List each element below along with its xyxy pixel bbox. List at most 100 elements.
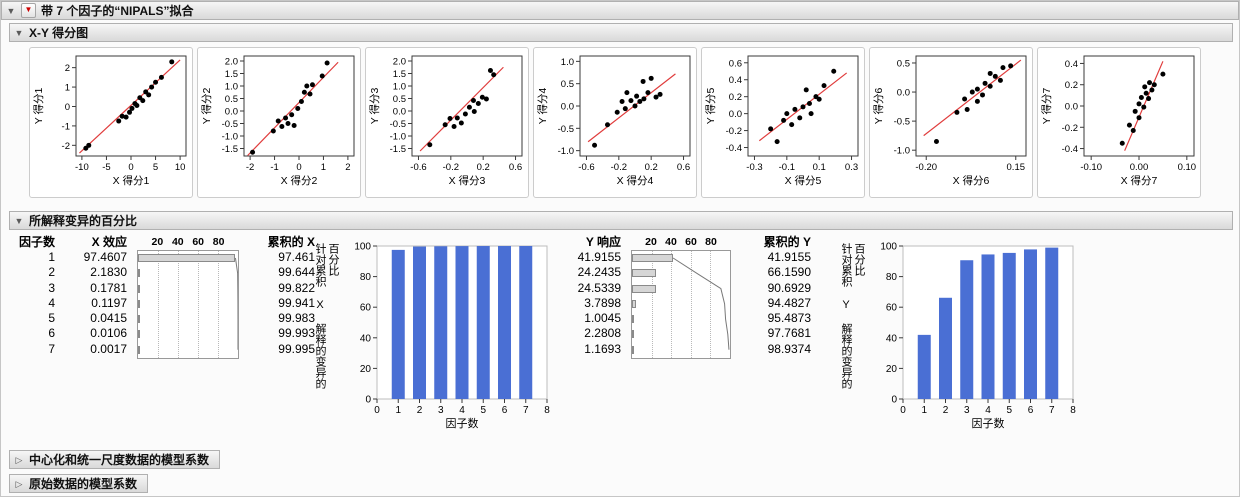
svg-text:1.0: 1.0 [393,82,406,93]
mini-gridline [218,251,219,358]
svg-text:X 得分7: X 得分7 [1121,175,1158,187]
score-plot-panel-3[interactable]: -1.5 -1.0 -0.5 0.0 0.5 1.0 1.5 2.0 -0.6 -0.2 0.2 0.… [365,47,529,198]
svg-text:0: 0 [374,405,380,416]
svg-text:8: 8 [544,405,550,416]
svg-text:-1.0: -1.0 [894,146,910,157]
col-header-factors: 因子数 [18,235,55,249]
svg-text:0.4: 0.4 [1065,59,1078,70]
score-plot-5[interactable]: -0.4 -0.2 0.0 0.2 0.4 0.6 -0.3 -0.1 0.1 0.3 X 得分5 Y… [703,49,863,191]
svg-text:-0.3: -0.3 [746,162,762,173]
disclosure-closed-icon[interactable]: ▷ [15,478,23,489]
x-effect-mini-chart[interactable] [137,250,239,359]
cumulative-line [632,251,730,358]
svg-text:1: 1 [921,405,927,416]
y-resp-mini-chart[interactable] [631,250,731,359]
svg-text:0.0: 0.0 [1065,102,1078,113]
svg-text:Y 得分6: Y 得分6 [873,88,885,125]
svg-text:0.6: 0.6 [509,162,522,173]
score-plot-panel-1[interactable]: -2 -1 0 1 2 -10 -5 0 5 10 X 得分1 Y 得分1 [29,47,193,198]
table-cell: 2 [48,265,55,280]
cumulative-y-y-axis-label: 针对累积 Y 解释的变异的百分比 [840,243,865,389]
svg-text:Y 得分2: Y 得分2 [201,88,213,125]
table-cell: 24.2435 [577,265,621,280]
svg-text:0.0: 0.0 [561,102,574,113]
score-plot-panel-5[interactable]: -0.4 -0.2 0.0 0.2 0.4 0.6 -0.3 -0.1 0.1 0.3 X 得分5 Y… [701,47,865,198]
svg-text:40: 40 [360,333,372,344]
score-plot-2[interactable]: -1.5-1.0 -0.50.0 0.51.0 1.52.0 -2 -1 0 1 2 X 得分2 Y… [199,49,359,191]
table-cell: 7 [48,341,55,356]
svg-text:4: 4 [985,405,991,416]
mini-chart-axis-x: 20 40 60 80 [137,234,239,250]
svg-text:1.0: 1.0 [561,57,574,68]
table-cell: 41.9155 [577,250,621,264]
outline-header-variation[interactable]: ▼ 所解释变异的百分比 [9,211,1233,230]
mini-bar [138,269,141,278]
outline-header-raw-coefficients[interactable]: ▷ 原始数据的模型系数 [9,474,149,493]
disclosure-closed-icon[interactable]: ▷ [15,454,23,465]
svg-text:-0.2: -0.2 [443,162,459,173]
svg-text:1.5: 1.5 [393,69,406,80]
mini-axis-tick: 40 [665,236,677,248]
mini-gridline [158,251,159,358]
table-cell: 99.941 [278,295,315,310]
svg-text:-1.5: -1.5 [222,144,238,155]
score-plot-panel-6[interactable]: -1.0 -0.5 0.0 0.5 -0.20 0.15 X 得分6 Y 得分6 [869,47,1033,198]
svg-text:X 得分5: X 得分5 [785,175,822,187]
svg-text:Y 得分7: Y 得分7 [1041,88,1053,125]
cumulative-x-bar-chart[interactable]: 0 20 40 60 80 100 0 1 2 3 4 5 6 7 8 因子数 [343,237,555,431]
svg-text:0.5: 0.5 [393,94,406,105]
col-header-cum-x: 累积的 X [267,235,315,249]
score-plot-7[interactable]: -0.4 -0.2 0.0 0.2 0.4 -0.10 0.00 0.10 X 得分7 Y 得分7 [1039,49,1199,191]
col-header-y-resp: Y 响应 [585,235,621,249]
cumulative-line [138,251,238,358]
table-cell: 0.1781 [90,280,127,295]
svg-text:2.0: 2.0 [225,57,238,68]
svg-text:2.0: 2.0 [393,57,406,68]
svg-text:-1.5: -1.5 [390,144,406,155]
svg-text:-0.4: -0.4 [726,143,742,154]
mini-chart-axis-y: 20 40 60 80 [631,234,731,250]
table-cell: 90.6929 [767,280,811,295]
score-plot-panel-7[interactable]: -0.4 -0.2 0.0 0.2 0.4 -0.10 0.00 0.10 X 得分7 Y 得分7 [1037,47,1201,198]
cumulative-y-bar-chart[interactable]: 0 20 40 60 80 100 0 1 2 3 4 5 6 7 8 因子数 [869,237,1081,431]
score-plot-3[interactable]: -1.5-1.0 -0.50.0 0.51.0 1.52.0 -0.6 -0.2 0.2 0.… [367,49,527,191]
outline-header-score-plots[interactable]: ▼ X-Y 得分图 [9,23,1233,42]
disclosure-open-icon[interactable]: ▼ [14,27,24,38]
score-plot-4[interactable]: -1.0 -0.5 0.0 0.5 1.0 -0.6 -0.2 0.2 0.6 X 得分4 Y 得分… [535,49,695,191]
mini-bar [632,284,657,293]
svg-text:-1.0: -1.0 [390,132,406,143]
y-variation-table: Y 响应 41.9155 24.2435 24.5339 3.7898 1.0045 2.… [561,234,815,359]
svg-text:1: 1 [321,162,326,173]
svg-text:0.2: 0.2 [477,162,490,173]
disclosure-open-icon[interactable]: ▼ [14,215,24,226]
svg-text:0.6: 0.6 [677,162,690,173]
table-cell: 98.9374 [767,341,811,356]
table-cell: 4 [48,295,55,310]
score-plot-panel-4[interactable]: -1.0 -0.5 0.0 0.5 1.0 -0.6 -0.2 0.2 0.6 X 得分4 Y 得分… [533,47,697,198]
svg-text:5: 5 [480,405,486,416]
svg-text:60: 60 [360,303,372,314]
mini-gridline [671,251,673,358]
outline-header-nipals-fit[interactable]: ▼ ▼ 带 7 个因子的“NIPALS”拟合 [1,1,1239,20]
svg-text:0.5: 0.5 [561,79,574,90]
cumulative-x-chart-block: 针对累积 X 解释的变异的百分比 0 20 40 60 80 100 0 1 2 3 4 5 6 7 8 因子… [313,237,555,431]
svg-text:-0.5: -0.5 [558,124,574,135]
svg-text:0.0: 0.0 [225,107,238,118]
svg-text:Y 得分3: Y 得分3 [369,88,381,125]
mini-bar [138,315,140,324]
svg-text:X 得分2: X 得分2 [281,175,318,187]
outline-header-centered-coefficients[interactable]: ▷ 中心化和统一尺度数据的模型系数 [9,450,221,469]
svg-text:0.0: 0.0 [897,88,910,99]
red-triangle-menu-icon[interactable]: ▼ [21,3,36,18]
svg-text:-10: -10 [75,162,89,173]
table-cell: 97.7681 [767,326,811,341]
score-plot-panel-2[interactable]: -1.5 -1.0 -0.5 0.0 0.5 1.0 1.5 2.0 -2 -1 0 1 2 X 得分2 Y… [197,47,361,198]
score-plot-6[interactable]: -1.0 -0.5 0.0 0.5 -0.20 0.15 X 得分6 Y 得分6 [871,49,1031,191]
section-title-score-plots: X-Y 得分图 [29,26,89,40]
svg-text:1.5: 1.5 [225,69,238,80]
disclosure-open-icon[interactable]: ▼ [6,5,16,16]
mini-bar [632,269,656,278]
mini-gridline [651,251,653,358]
